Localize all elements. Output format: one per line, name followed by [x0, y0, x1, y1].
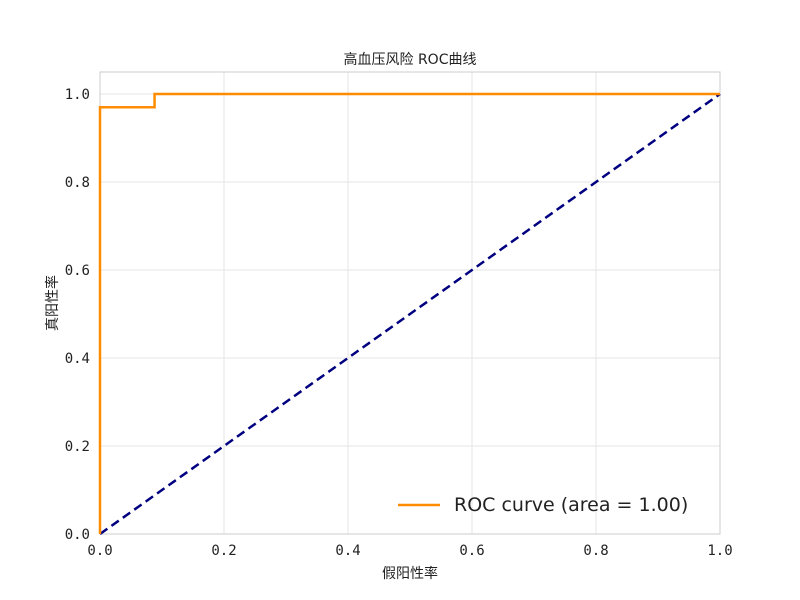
- x-tick-label: 1.0: [707, 543, 732, 559]
- y-tick-label: 1.0: [65, 87, 90, 103]
- x-tick-label: 0.0: [87, 543, 112, 559]
- series-layer: [98, 92, 721, 536]
- diagonal-reference-line: [99, 92, 721, 536]
- legend: ROC curve (area = 1.00): [398, 494, 688, 516]
- x-tick-label: 0.2: [211, 543, 236, 559]
- x-tick-label: 0.6: [459, 543, 484, 559]
- x-tick-label: 0.8: [583, 543, 608, 559]
- y-axis-label: 真阳性率: [44, 275, 61, 331]
- grid: [99, 72, 721, 535]
- chart-title: 高血压风险 ROC曲线: [344, 51, 477, 68]
- y-tick-label: 0.2: [65, 439, 90, 455]
- y-tick-label: 0.0: [65, 527, 90, 543]
- y-tick-label: 0.8: [65, 175, 90, 191]
- roc-curve-line: [98, 92, 720, 534]
- y-tick-label: 0.4: [65, 351, 90, 367]
- x-axis-label: 假阳性率: [382, 565, 438, 582]
- tick-labels: 0.0 0.2 0.4 0.6 0.8 1.0 0.0 0.2 0.4 0.6 0.8 1.0: [65, 87, 733, 559]
- legend-label-roc: ROC curve (area = 1.00): [454, 494, 688, 516]
- x-tick-label: 0.4: [335, 543, 360, 559]
- y-tick-label: 0.6: [65, 263, 90, 279]
